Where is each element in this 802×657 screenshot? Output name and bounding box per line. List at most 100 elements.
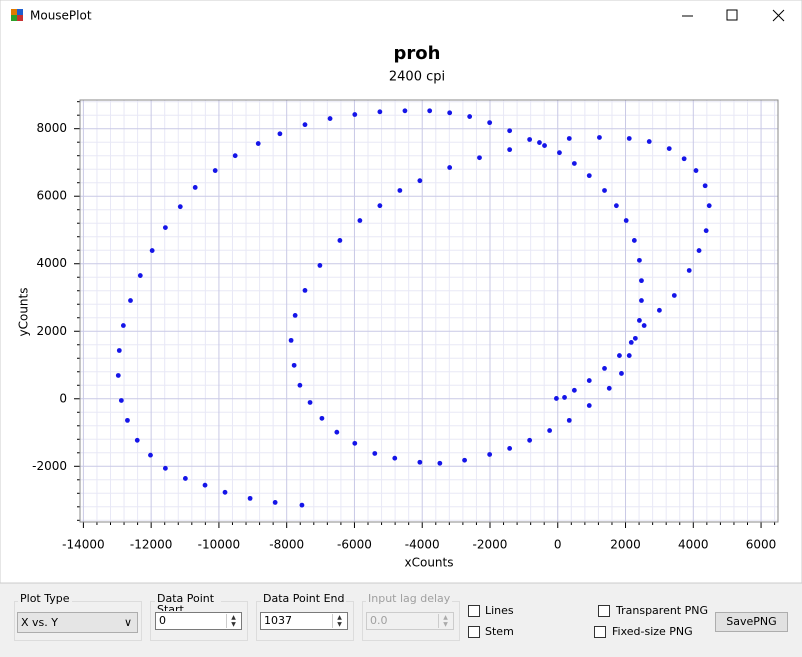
point	[626, 353, 632, 358]
x-tick-label: 6000	[746, 538, 777, 552]
point	[681, 156, 687, 162]
point	[703, 228, 709, 234]
point	[148, 452, 153, 458]
maximize-button[interactable]	[726, 9, 738, 21]
point	[557, 150, 562, 156]
point	[255, 141, 261, 146]
point	[177, 204, 183, 210]
point	[128, 298, 133, 303]
point	[291, 362, 297, 368]
spinner: ▲ ▼	[438, 614, 452, 628]
point	[299, 502, 305, 508]
point	[646, 139, 652, 144]
chart-subtitle: 2400 cpi	[389, 70, 445, 85]
y-tick-label: 8000	[36, 121, 67, 135]
x-tick-label: -12000	[130, 538, 173, 552]
app-icon	[11, 9, 17, 15]
x-tick-label: -8000	[269, 538, 304, 552]
point	[402, 108, 408, 114]
point	[247, 495, 253, 501]
point	[319, 415, 325, 421]
lag-input: 0.0 ▲ ▼	[366, 612, 454, 630]
plot-frame	[79, 99, 779, 523]
fixed-size-checkbox[interactable]	[594, 626, 606, 638]
x-tick-label: -4000	[405, 538, 440, 552]
chart: MousePlot proh 2400 cpi xCounts yCounts …	[0, 0, 802, 583]
plot-type-combo[interactable]: X vs. Y ∨	[17, 612, 138, 633]
checkbox-label: Transparent PNG	[616, 604, 709, 617]
chart-title: proh	[394, 43, 441, 64]
checkbox-label: Fixed-size PNG	[612, 625, 693, 638]
point	[639, 298, 644, 303]
point	[527, 137, 533, 142]
y-tick-label: 2000	[36, 324, 67, 338]
x-tick-label: -14000	[62, 538, 105, 552]
app-icon	[17, 15, 23, 21]
point	[447, 110, 453, 116]
spinner[interactable]: ▲ ▼	[226, 614, 240, 628]
combo-value: X vs. Y	[21, 616, 58, 629]
app-icon	[17, 9, 23, 15]
point	[232, 153, 238, 159]
point	[606, 385, 612, 391]
y-axis-label: yCounts	[17, 288, 31, 337]
x-tick-label: -6000	[337, 538, 372, 552]
point	[120, 323, 126, 328]
point	[277, 131, 283, 137]
point	[162, 225, 168, 231]
point	[288, 337, 294, 343]
control-panel: Plot Type X vs. Y ∨ Data Point Start 0 ▲ ▼ …	[0, 583, 802, 657]
point	[307, 400, 313, 405]
lines-checkbox[interactable]	[468, 605, 480, 617]
point	[626, 136, 632, 141]
point	[566, 136, 572, 141]
point	[427, 108, 433, 114]
point	[182, 476, 188, 481]
transparent-checkbox[interactable]	[598, 605, 610, 617]
point	[372, 451, 378, 456]
input-value: 0	[159, 614, 166, 627]
point	[222, 489, 228, 495]
point	[162, 465, 168, 471]
point	[487, 452, 493, 457]
app-icon	[11, 15, 17, 21]
point	[377, 203, 383, 209]
point	[377, 109, 383, 115]
save-button[interactable]: SavePNG	[715, 612, 788, 632]
point	[327, 116, 333, 121]
point	[666, 146, 672, 152]
point	[696, 248, 702, 253]
group-label: Input lag delay	[366, 593, 453, 604]
x-tick-label: -10000	[198, 538, 241, 552]
group-label: Data Point End	[261, 593, 347, 604]
point	[562, 395, 567, 400]
point	[566, 417, 572, 423]
point	[623, 218, 629, 223]
point	[477, 155, 482, 161]
point	[292, 312, 298, 318]
close-button[interactable]	[772, 9, 785, 22]
point	[392, 455, 398, 461]
end-input[interactable]: 1037 ▲ ▼	[260, 612, 348, 630]
point	[628, 339, 634, 345]
point	[571, 387, 577, 393]
point	[586, 403, 592, 408]
point	[527, 437, 533, 443]
x-tick-label: 0	[554, 538, 562, 552]
group-label: Plot Type	[18, 593, 72, 604]
point	[547, 428, 553, 433]
input-value: 1037	[264, 614, 292, 627]
start-input[interactable]: 0 ▲ ▼	[155, 612, 242, 630]
point	[337, 238, 343, 243]
point	[272, 500, 278, 505]
y-tick-label: -2000	[32, 459, 67, 473]
point	[137, 273, 143, 278]
stem-checkbox[interactable]	[468, 626, 480, 638]
spinner[interactable]: ▲ ▼	[332, 614, 346, 628]
point	[554, 396, 559, 401]
point	[302, 122, 308, 128]
point	[417, 459, 423, 465]
point	[487, 120, 493, 126]
point	[671, 293, 677, 298]
